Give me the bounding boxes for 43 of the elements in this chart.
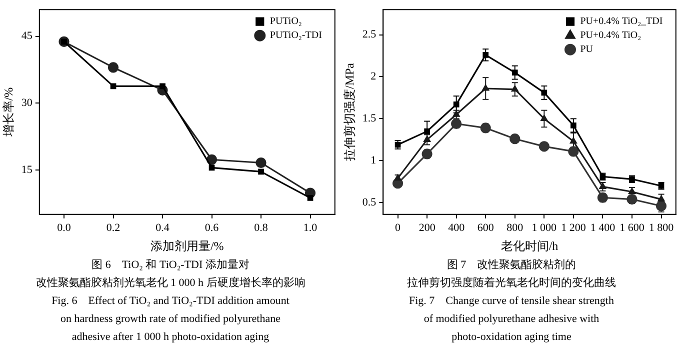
x-tick-label: 0.8 [254,222,268,234]
x-tick-label: 1 800 [648,222,674,234]
text: of modified polyurethane adhesive with [422,312,600,327]
caption: Fig. 6 Effect of TiO₂ and TiO₂-TDI addition amount [50,294,290,309]
caption: 图 6 TiO₂ 和 TiO₂-TDI 添加量对 [90,258,250,273]
text: on hardness growth rate of modified polyurethane [60,312,282,327]
x-axis-title: 添加剂用量/% [150,238,224,253]
y-axis-title: 增长率/% [1,87,16,138]
x-tick-label: 1 400 [590,222,616,234]
x-tick-label: 0.2 [106,222,120,234]
x-tick-label: 1.0 [303,222,318,234]
text: 拉伸剪切强度随着光氧老化时间的变化曲线 [406,276,617,291]
text: photo-oxidation aging time [450,330,572,345]
legend-label: PU+0.4% TiO₂_TDI [580,16,663,28]
legend-label: PUTiO₂-TDI [270,30,322,42]
text: 改性聚氨酯胶粘剂光氧老化 1 000 h 后硬度增长率的影响 [34,276,306,291]
y-tick-label: 45 [21,30,33,42]
x-tick-label: 0.4 [156,222,170,234]
text: adhesive after 1 000 h photo-oxidation aging [70,330,270,345]
y-axis-title: 拉伸剪切强度/MPa [342,62,356,162]
x-tick-label: 0 [395,222,402,234]
y-tick-label: 2 [370,70,376,83]
y-tick-label: 30 [21,96,33,109]
x-tick-label: 600 [477,222,494,234]
y-tick-label: 1 [370,154,376,167]
x-tick-label: 1 200 [561,222,586,234]
caption: 图 7 改性聚氨酯胶粘剂的 [446,258,578,273]
x-tick-label: 200 [418,222,436,234]
y-tick-label: 2.5 [362,28,377,41]
x-tick-label: 1 600 [620,222,645,234]
x-tick-label: 400 [448,222,466,234]
legend-label: PU+0.4% TiO₂ [580,30,642,42]
y-tick-label: 1.5 [362,112,377,125]
caption: Fig. 7 Change curve of tensile shear strength [408,294,615,309]
x-tick-label: 1 000 [532,222,558,234]
x-tick-label: 0.6 [204,222,220,234]
legend-label: PU [580,44,594,56]
x-axis-title: 老化时间/h [500,238,558,253]
x-tick-label: 800 [506,222,524,234]
legend-label: PUTiO₂ [270,16,302,28]
y-tick-label: 15 [21,164,33,176]
y-tick-label: 0.5 [362,196,377,209]
x-tick-label: 0.0 [57,222,72,234]
